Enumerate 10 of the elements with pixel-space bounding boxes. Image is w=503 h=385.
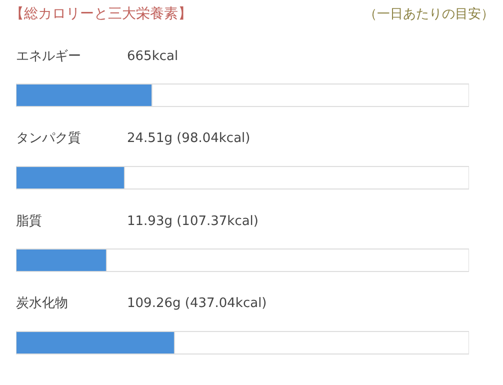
annotation: 24.51g (98.04kcal) (127, 131, 250, 146)
chart-subtitle: （一日あたりの目安） (364, 6, 494, 22)
y-tick-label: 脂質 (16, 214, 42, 229)
y-tick-label: タンパク質 (16, 131, 81, 146)
annotation: 109.26g (437.04kcal) (127, 296, 267, 311)
annotation: 11.93g (107.37kcal) (127, 214, 258, 229)
annotation: 665kcal (127, 49, 178, 64)
y-tick-label: 炭水化物 (16, 296, 68, 311)
y-tick-label: エネルギー (16, 49, 81, 64)
chart-title: 【総カロリーと三大栄養素】 (10, 6, 192, 22)
